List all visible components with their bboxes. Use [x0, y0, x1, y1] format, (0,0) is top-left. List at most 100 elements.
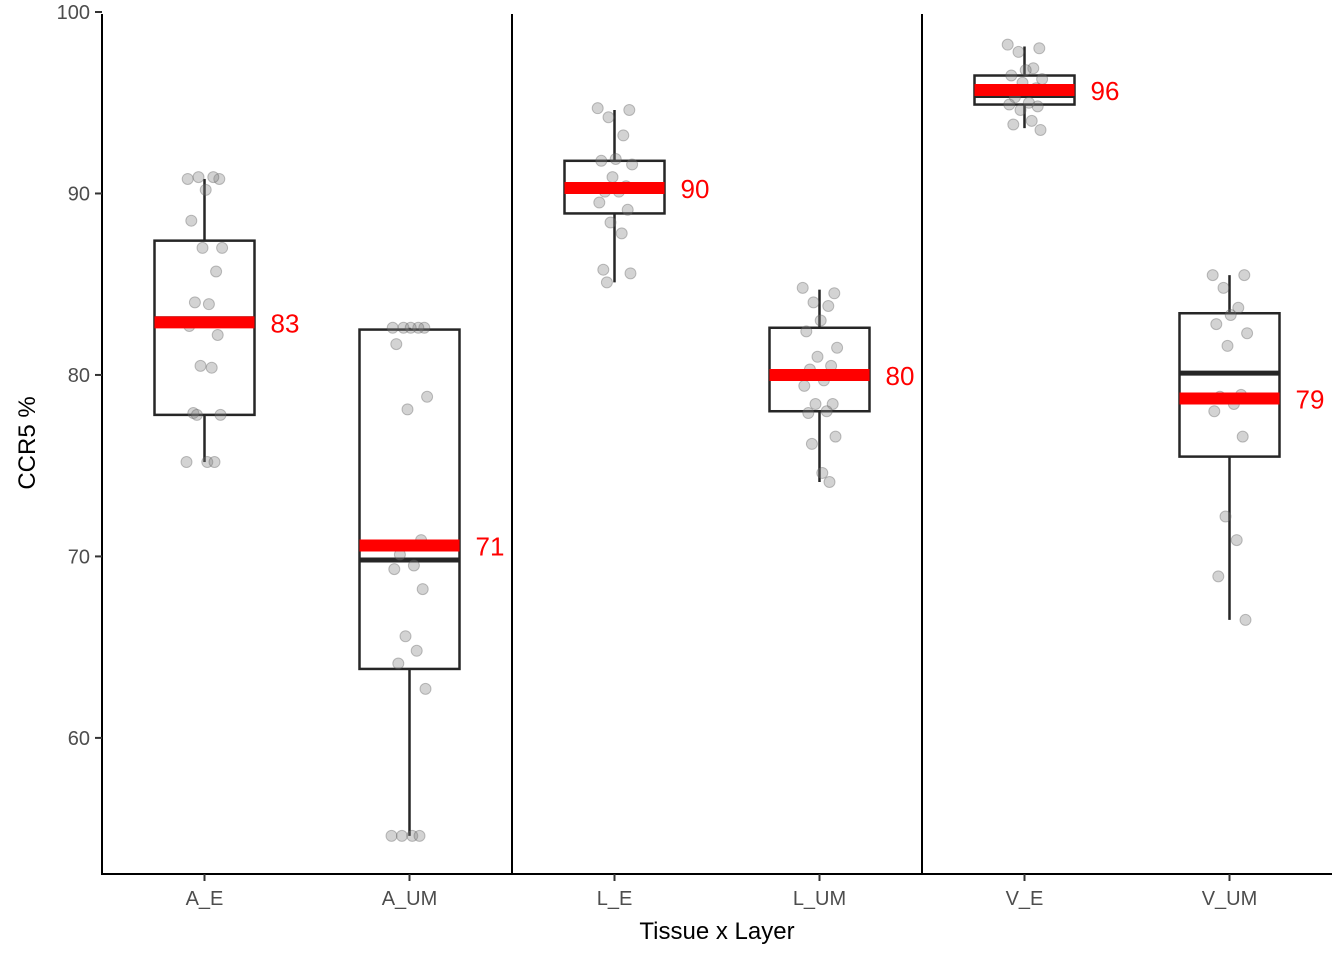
data-point [1014, 103, 1027, 116]
data-point [623, 103, 636, 116]
data-point [388, 563, 401, 576]
data-point [1230, 534, 1243, 547]
data-point [399, 630, 412, 643]
mean-label: 79 [1296, 385, 1325, 415]
data-point [185, 214, 198, 227]
data-point [205, 361, 218, 374]
data-point [181, 172, 194, 185]
data-point [385, 829, 398, 842]
data-point [805, 437, 818, 450]
data-point [1012, 45, 1025, 58]
data-point [406, 829, 419, 842]
data-point [1025, 114, 1038, 127]
data-point [831, 341, 844, 354]
data-point [419, 682, 432, 695]
data-point [828, 287, 841, 300]
data-point [1001, 38, 1014, 51]
box-iqr [358, 328, 461, 671]
data-point [201, 456, 214, 469]
group-separators [511, 14, 923, 874]
data-point [410, 644, 423, 657]
data-point [600, 276, 613, 289]
data-point [602, 111, 615, 124]
data-point [1005, 69, 1018, 82]
data-point [1031, 100, 1044, 113]
data-point [214, 408, 227, 421]
data-point [615, 227, 628, 240]
data-point [1232, 301, 1245, 314]
y-tick-label: 100 [57, 2, 90, 24]
data-point [1239, 613, 1252, 626]
y-tick-label: 60 [68, 728, 90, 750]
data-point [188, 296, 201, 309]
data-point [814, 314, 827, 327]
mean-label: 96 [1091, 76, 1120, 106]
boxes-layer [153, 46, 1281, 836]
data-point [617, 129, 630, 142]
x-tick-label: A_E [186, 888, 224, 910]
data-point [416, 583, 429, 596]
mean-label: 90 [681, 174, 710, 204]
data-point [1033, 42, 1046, 55]
data-point [820, 405, 833, 418]
data-point [196, 241, 209, 254]
data-point [1027, 62, 1040, 75]
data-point [407, 559, 420, 572]
data-point [192, 171, 205, 184]
data-point [207, 171, 220, 184]
data-point [796, 281, 809, 294]
data-point [798, 379, 811, 392]
data-point [211, 329, 224, 342]
data-point [401, 403, 414, 416]
data-point [1034, 123, 1047, 136]
data-point [187, 407, 200, 420]
mean-label: 71 [476, 532, 505, 562]
data-point [597, 263, 610, 276]
data-point [624, 267, 637, 280]
data-point [1003, 98, 1016, 111]
means-layer: 83 71 90 80 96 79 [154, 76, 1325, 562]
x-tick-label: A_UM [382, 888, 438, 910]
mean-label: 83 [271, 308, 300, 338]
axes-layer: 60 70 80 90 100 A_E A_UM L_E L_UM V_E V_UM [57, 2, 1332, 910]
data-point [1217, 281, 1230, 294]
data-point [421, 390, 434, 403]
y-axis-title: CCR5 % [14, 396, 41, 489]
data-point [1210, 318, 1223, 331]
data-point [392, 657, 405, 670]
data-point [208, 456, 221, 469]
data-point [1224, 309, 1237, 322]
data-point [418, 321, 431, 334]
data-point [397, 321, 410, 334]
data-point [609, 152, 622, 165]
data-point [816, 466, 829, 479]
data-point [811, 350, 824, 363]
data-point [1208, 405, 1221, 418]
data-point [395, 829, 408, 842]
data-point [606, 171, 619, 184]
data-point [413, 829, 426, 842]
points-layer [180, 38, 1254, 842]
data-point [826, 397, 839, 410]
data-point [412, 321, 425, 334]
x-tick-label: V_UM [1202, 888, 1258, 910]
data-point [823, 476, 836, 489]
data-point [595, 154, 608, 167]
data-point [802, 407, 815, 420]
data-point [190, 408, 203, 421]
data-point [604, 216, 617, 229]
data-point [1221, 339, 1234, 352]
data-point [800, 325, 813, 338]
data-point [593, 196, 606, 209]
data-point [1241, 327, 1254, 340]
data-point [1019, 64, 1032, 77]
y-tick-label: 90 [68, 183, 90, 205]
data-point [404, 321, 417, 334]
data-point [213, 172, 226, 185]
data-point [386, 321, 399, 334]
data-point [829, 430, 842, 443]
data-point [1219, 510, 1232, 523]
x-tick-label: V_E [1006, 888, 1044, 910]
data-point [180, 456, 193, 469]
